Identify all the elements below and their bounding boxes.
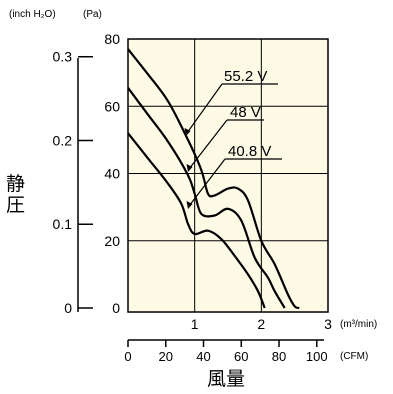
- label-48v: 48 V: [186, 104, 264, 172]
- voltage-label-48v: 48 V: [230, 104, 261, 121]
- inch-tick-label: 0.1: [53, 216, 73, 232]
- inch-ticks: 0 0.1 0.2 0.3: [53, 49, 93, 316]
- leader-line-40-8v: [188, 158, 226, 207]
- m3-tick-label: 2: [257, 316, 265, 332]
- series-line-48-v: [127, 87, 286, 309]
- leader-arrow-55-2v: [184, 128, 191, 136]
- m3-tick-label: 3: [324, 316, 332, 332]
- pa-tick-label: 20: [104, 233, 120, 249]
- series-line-40-8-v: [127, 132, 266, 309]
- cfm-tick-label: 60: [234, 349, 248, 364]
- m3-ticks: 1 2 3: [191, 316, 332, 332]
- cfm-tick-label: 0: [124, 349, 131, 364]
- cfm-ticks: 0 20 40 60 80 100: [124, 340, 328, 364]
- inch-tick-label: 0.2: [53, 132, 73, 148]
- cfm-tick-label: 40: [196, 349, 210, 364]
- cfm-tick-label: 100: [306, 349, 328, 364]
- cfm-unit-label: (CFM): [340, 351, 368, 362]
- pa-tick-label: 80: [104, 31, 120, 47]
- x-axis-title: 風量: [207, 369, 245, 390]
- pa-unit-label: (Pa): [83, 9, 102, 20]
- cfm-tick-label: 80: [272, 349, 286, 364]
- m3-unit-label: (m³/min): [340, 319, 377, 330]
- inch-tick-label: 0: [64, 300, 72, 316]
- pa-tick-label: 0: [112, 300, 120, 316]
- y-axis-title: 静圧: [6, 173, 25, 216]
- inch-unit-label: (inch H₂O): [9, 9, 56, 20]
- inch-tick-label: 0.3: [53, 49, 73, 65]
- leader-line-48v: [188, 119, 228, 170]
- series-line-55-2-v: [127, 48, 300, 310]
- voltage-label-40-8v: 40.8 V: [228, 143, 271, 160]
- pa-tick-label: 60: [104, 98, 120, 114]
- leader-arrow-48v: [186, 164, 193, 172]
- curves: [127, 48, 300, 310]
- leader-arrow-40-8v: [186, 201, 193, 209]
- cfm-tick-label: 20: [159, 349, 173, 364]
- pa-tick-label: 40: [104, 166, 120, 182]
- label-55-2v: 55.2 V: [184, 68, 278, 136]
- plot-frame: [127, 38, 329, 313]
- m3-tick-label: 1: [191, 316, 199, 332]
- pa-ticks: 0 20 40 60 80: [104, 31, 120, 316]
- label-40-8v: 40.8 V: [186, 143, 282, 209]
- voltage-label-55-2v: 55.2 V: [224, 68, 267, 85]
- leader-line-55-2v: [186, 83, 223, 134]
